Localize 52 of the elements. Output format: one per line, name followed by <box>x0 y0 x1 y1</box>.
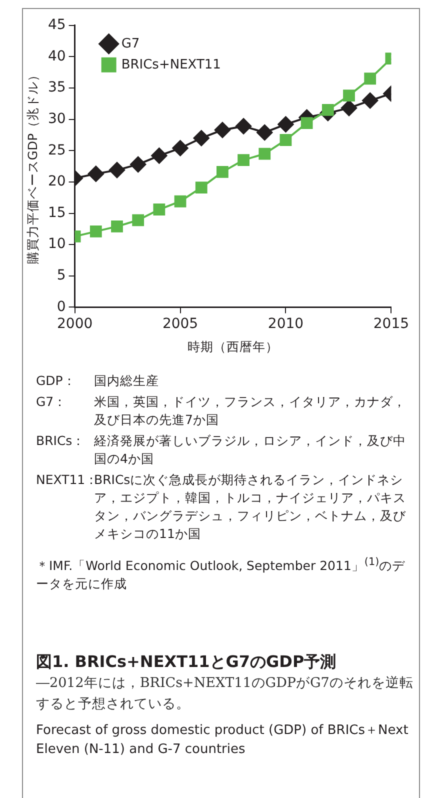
point <box>238 154 250 166</box>
point <box>300 117 313 130</box>
x-tick-label: 2000 <box>56 316 93 332</box>
x-axis-title: 時期（西暦年） <box>188 338 278 354</box>
point <box>172 140 188 156</box>
point <box>258 148 271 160</box>
point <box>193 130 210 146</box>
point <box>130 156 146 172</box>
point <box>280 134 292 146</box>
point <box>132 214 144 226</box>
point <box>236 118 252 134</box>
y-tick-label: 35 <box>48 80 66 96</box>
y-tick-label: 45 <box>48 17 66 34</box>
y-tick-label: 10 <box>48 236 66 252</box>
point <box>214 122 230 138</box>
text: ―2012年には，BRICs+NEXT11のGDPがG7のそれを逆転すると予想されている。 <box>36 674 414 714</box>
y-axis-title: 購買力平価ベースGDP（兆ドル） <box>24 68 40 264</box>
text: Forecast of gross domestic product (GDP) of BRICs＋Next Eleven (N-11) and G-7 countries <box>36 722 410 759</box>
point <box>216 166 228 178</box>
y-tick-label: 0 <box>56 298 66 315</box>
point <box>111 220 123 232</box>
y-tick-label: 20 <box>48 174 66 190</box>
legend-label: G7 <box>121 36 140 52</box>
text: 図1. BRICs+NEXT11とG7のGDP予測 <box>36 652 338 673</box>
y-tick-label: 5 <box>56 268 66 284</box>
point <box>174 195 186 208</box>
point <box>90 225 102 238</box>
text: G7：米国，英国，ドイツ，フランス，イタリア，カナダ，及び日本の先進7か国 <box>36 394 406 427</box>
y-tick-label: 30 <box>48 110 66 127</box>
text: ＊IMF.「World Economic Outlook, September 2011」$^{(1)}$のデータを元に作成 <box>36 556 406 592</box>
legend-label: BRICs+NEXT11 <box>121 57 221 72</box>
point <box>88 166 104 182</box>
point <box>362 92 378 109</box>
point <box>322 104 334 116</box>
point <box>364 72 376 85</box>
point <box>109 162 125 178</box>
x-tick-label: 2005 <box>162 316 198 332</box>
point <box>343 90 355 102</box>
text: NEXT11：BRICsに次ぐ急成長が期待されるイラン，インドネシア，エジプト，韓国，トルコ，ナイジェリア，パキスタン，バングラデシュ，フィリピン，ベトナム，及びメキシコの11か国 <box>36 471 406 543</box>
point <box>256 124 273 140</box>
point <box>278 116 294 132</box>
point <box>151 148 168 164</box>
point <box>195 182 208 194</box>
y-tick-label: 15 <box>48 204 66 221</box>
text: GDP：国内総生産 <box>36 373 159 388</box>
text: BRICs：経済発展が著しいブラジル，ロシア，インド，及び中国の4か国 <box>36 432 406 468</box>
point <box>153 204 166 216</box>
x-tick-label: 2010 <box>268 316 304 332</box>
x-tick-label: 2015 <box>373 316 410 332</box>
y-tick-label: 25 <box>48 142 66 158</box>
point <box>341 100 358 116</box>
y-tick-label: 40 <box>48 48 66 64</box>
